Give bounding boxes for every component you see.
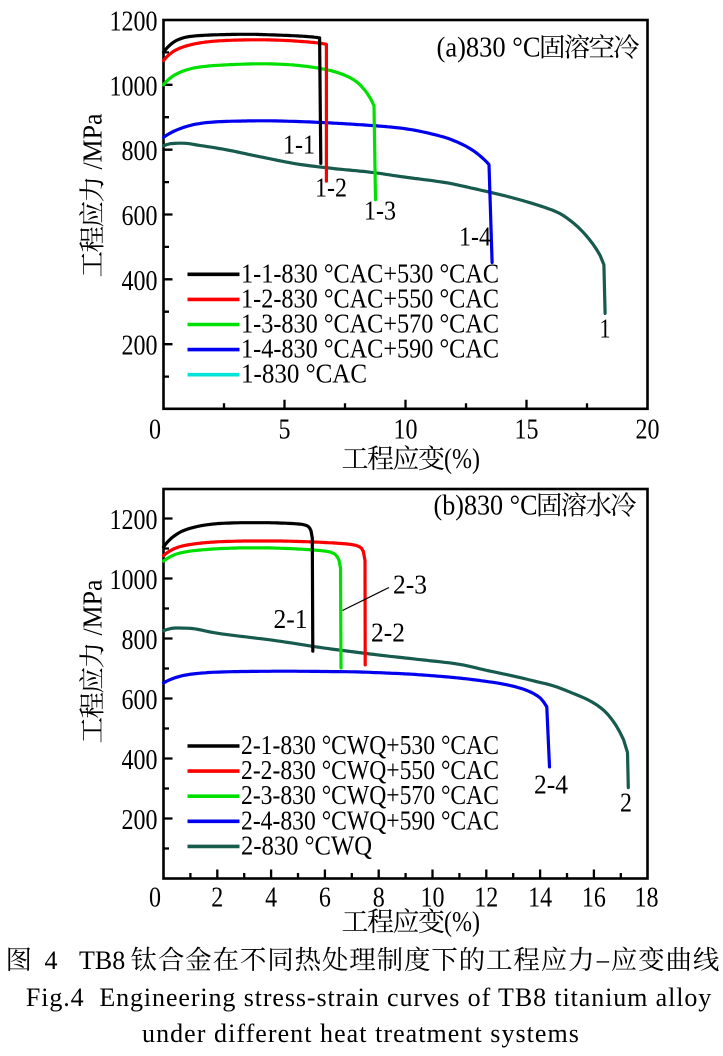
svg-text:0: 0 (149, 883, 161, 914)
svg-text:20: 20 (636, 415, 660, 446)
svg-text:2: 2 (211, 883, 223, 914)
svg-text:(%): (%) (444, 444, 480, 475)
svg-text:TB8: TB8 (79, 946, 125, 975)
svg-text:16: 16 (582, 883, 606, 914)
svg-text:/MPa: /MPa (78, 579, 108, 635)
svg-text:2-1: 2-1 (274, 604, 308, 634)
svg-text:(b)830 °C: (b)830 °C (434, 491, 538, 522)
svg-text:600: 600 (122, 685, 158, 716)
svg-text:5: 5 (279, 415, 291, 446)
svg-text:1: 1 (600, 314, 611, 344)
svg-text:0: 0 (149, 415, 161, 446)
svg-text:Fig.4 Engineering stress-stra: Fig.4 Engineering stress-strain curves o… (26, 983, 712, 1012)
svg-text:6: 6 (319, 883, 331, 914)
svg-text:18: 18 (635, 883, 659, 914)
svg-text:2-830 °CWQ: 2-830 °CWQ (241, 830, 372, 860)
svg-text:2-2: 2-2 (371, 618, 405, 648)
svg-text:4: 4 (45, 946, 58, 975)
svg-text:2-2-830 °CWQ+550 °CAC: 2-2-830 °CWQ+550 °CAC (241, 755, 499, 785)
svg-text:800: 800 (122, 136, 158, 167)
svg-text:10: 10 (421, 883, 445, 914)
svg-text:1-3-830 °CAC+570 °CAC: 1-3-830 °CAC+570 °CAC (241, 309, 499, 339)
svg-text:(%): (%) (444, 907, 480, 938)
svg-text:4: 4 (265, 883, 277, 914)
svg-text:/MPa: /MPa (78, 113, 108, 169)
svg-text:1200: 1200 (110, 7, 158, 38)
svg-text:(a)830 °C: (a)830 °C (437, 33, 541, 64)
svg-text:under different heat treatment: under different heat treatment systems (142, 1019, 580, 1048)
svg-text:600: 600 (122, 201, 158, 232)
svg-text:1-4: 1-4 (459, 222, 491, 252)
svg-text:1000: 1000 (110, 565, 158, 596)
svg-text:2-4: 2-4 (534, 770, 568, 800)
svg-text:200: 200 (122, 331, 158, 362)
svg-text:1-830 °CAC: 1-830 °CAC (241, 359, 367, 389)
svg-text:1-1-830 °CAC+530 °CAC: 1-1-830 °CAC+530 °CAC (241, 258, 499, 288)
svg-text:400: 400 (122, 745, 158, 776)
svg-text:800: 800 (122, 625, 158, 656)
svg-text:1-2-830 °CAC+550 °CAC: 1-2-830 °CAC+550 °CAC (241, 283, 499, 313)
svg-text:2-3-830 °CWQ+570 °CAC: 2-3-830 °CWQ+570 °CAC (241, 780, 499, 810)
svg-text:1-2: 1-2 (315, 173, 347, 203)
svg-text:1200: 1200 (110, 505, 158, 536)
svg-text:1-4-830 °CAC+590 °CAC: 1-4-830 °CAC+590 °CAC (241, 334, 499, 364)
svg-text:200: 200 (122, 805, 158, 836)
svg-text:1-3: 1-3 (364, 196, 396, 226)
svg-text:14: 14 (528, 883, 552, 914)
svg-text:15: 15 (515, 415, 539, 446)
svg-text:1-1: 1-1 (283, 130, 315, 160)
svg-text:2-1-830 °CWQ+530 °CAC: 2-1-830 °CWQ+530 °CAC (241, 730, 499, 760)
svg-text:400: 400 (122, 266, 158, 297)
svg-text:12: 12 (474, 883, 498, 914)
svg-text:10: 10 (394, 415, 418, 446)
svg-text:2: 2 (620, 788, 632, 818)
svg-text:2-4-830 °CWQ+590 °CAC: 2-4-830 °CWQ+590 °CAC (241, 805, 499, 835)
svg-text:1000: 1000 (110, 71, 158, 102)
svg-text:2-3: 2-3 (393, 570, 427, 600)
svg-text:8: 8 (373, 883, 385, 914)
